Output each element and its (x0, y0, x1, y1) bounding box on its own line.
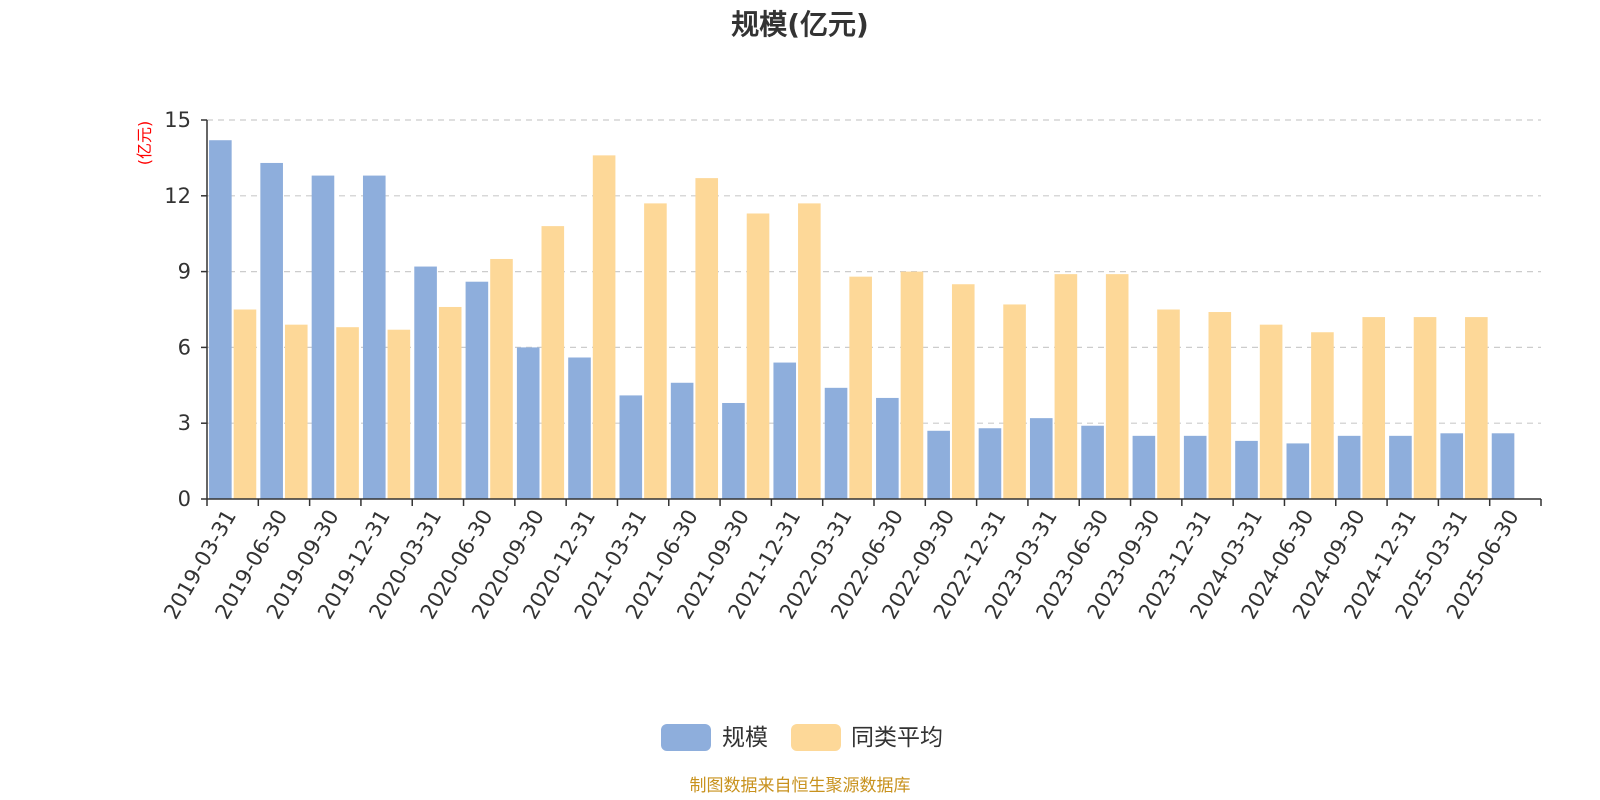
bar-series-1 (978, 428, 1002, 499)
y-tick-label: 3 (178, 411, 191, 435)
bar-series-1 (773, 362, 797, 499)
bar-series-1 (362, 175, 386, 499)
chart-title: 规模(亿元) (731, 8, 869, 41)
legend: 规模 同类平均 (661, 724, 943, 751)
bar-series-1 (1337, 435, 1361, 499)
bar-series-1 (1491, 433, 1515, 499)
bar-series-1 (1029, 418, 1053, 499)
bar-series-2 (1208, 312, 1232, 499)
y-tick-label: 15 (164, 108, 191, 132)
y-tick-label: 0 (178, 487, 191, 511)
legend-label: 同类平均 (851, 725, 943, 751)
bar-series-1 (876, 397, 899, 499)
bar-series-2 (490, 258, 513, 499)
bar-series-2 (644, 203, 667, 499)
bar-series-1 (209, 140, 232, 500)
bar-series-2 (1311, 332, 1334, 499)
bar-series-2 (1157, 309, 1180, 499)
bar-series-2 (438, 306, 462, 499)
bar-series-2 (387, 329, 411, 499)
bar-series-1 (1389, 435, 1412, 499)
y-tick-label: 9 (178, 260, 191, 284)
bar-series-1 (670, 382, 694, 499)
bar-series-1 (311, 175, 335, 499)
bar-series-1 (927, 430, 950, 499)
bar-series-1 (568, 357, 591, 499)
bar-series-2 (695, 178, 719, 499)
bar-series-2 (849, 276, 872, 499)
bar-series-1 (1235, 440, 1258, 499)
bar-series-1 (516, 347, 540, 499)
bar-series-1 (260, 162, 283, 499)
bar-series-2 (1054, 274, 1078, 499)
bar-series-1 (1081, 425, 1104, 499)
bar-series-2 (336, 327, 359, 499)
bar-series-2 (1465, 317, 1488, 499)
bar-series-1 (1183, 435, 1207, 499)
bar-series-1 (1132, 435, 1156, 499)
bar-series-2 (1105, 274, 1129, 499)
y-tick-label: 6 (178, 335, 191, 359)
bar-series-1 (414, 266, 437, 499)
bar-series-2 (798, 203, 821, 499)
bar-series-1 (465, 281, 489, 499)
bar-series-2 (746, 213, 770, 499)
bar-series-1 (824, 387, 848, 499)
bar-series-2 (233, 309, 257, 499)
bar-series-1 (722, 402, 745, 499)
legend-label: 规模 (722, 725, 768, 751)
bar-series-1 (1286, 443, 1310, 499)
bar-series-2 (1362, 317, 1386, 499)
legend-swatch (661, 724, 711, 751)
y-tick-label: 12 (164, 184, 191, 208)
bar-series-2 (541, 226, 565, 499)
bar-series-1 (1440, 433, 1464, 499)
bar-series-2 (1259, 324, 1283, 499)
bar-series-2 (951, 284, 975, 499)
legend-swatch (791, 724, 841, 751)
y-axis-unit-label: (亿元) (135, 121, 154, 166)
bar-series-2 (284, 324, 308, 499)
bar-series-1 (619, 395, 643, 499)
data-source-note: 制图数据来自恒生聚源数据库 (690, 776, 911, 796)
bar-series-2 (592, 155, 616, 499)
bar-series-2 (900, 271, 924, 499)
bar-series-2 (1003, 304, 1026, 499)
bars (209, 140, 1515, 500)
bar-series-2 (1413, 317, 1437, 499)
